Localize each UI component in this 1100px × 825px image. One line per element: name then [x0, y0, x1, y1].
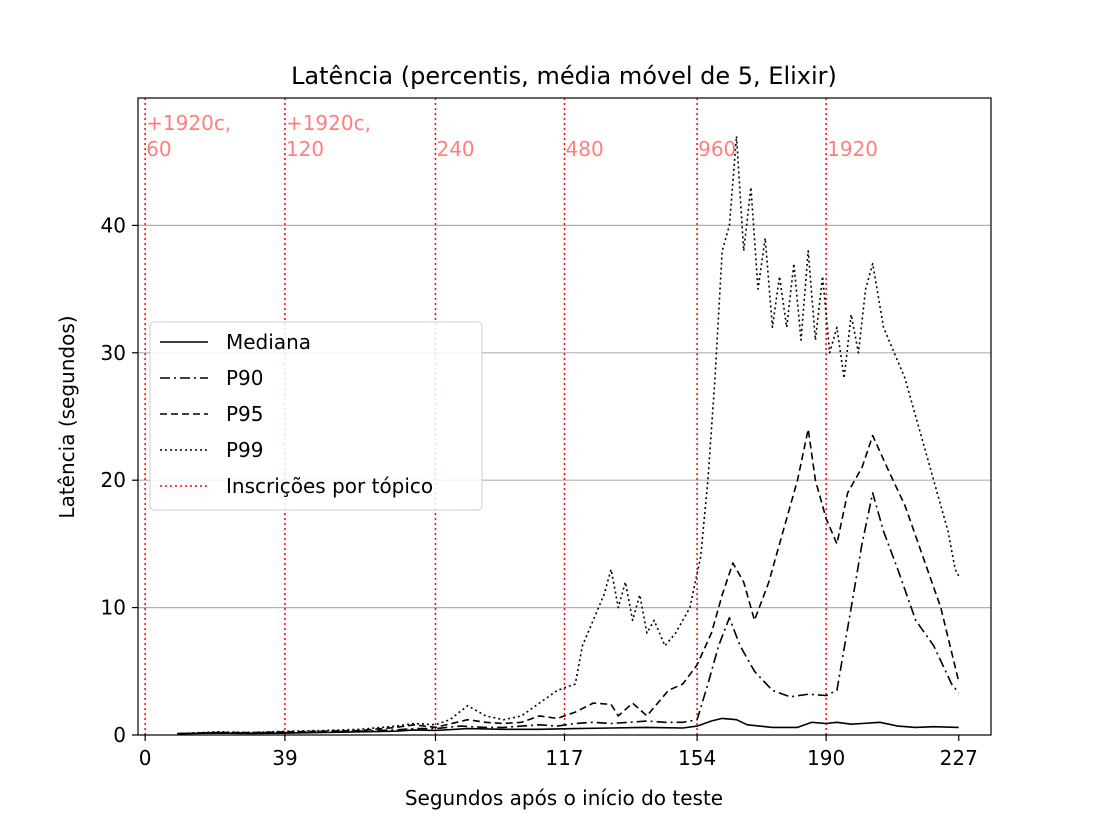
legend-label: P90: [226, 366, 264, 390]
y-axis-label: Latência (segundos): [55, 315, 79, 518]
legend-label: Mediana: [226, 330, 311, 354]
x-tick-label: 154: [678, 746, 716, 770]
x-tick-label: 81: [423, 746, 448, 770]
marker-label: 1920: [827, 137, 878, 161]
series-lines: [177, 135, 960, 735]
x-tick-label: 227: [940, 746, 978, 770]
series-line-p90: [177, 492, 960, 735]
x-axis-label: Segundos após o início do teste: [405, 786, 723, 810]
y-tick-label: 10: [101, 596, 126, 620]
legend-label: P95: [226, 402, 264, 426]
y-tick-label: 40: [101, 213, 126, 237]
legend-label: P99: [226, 438, 264, 462]
marker-labels: +1920c,60+1920c,120 240 480 960 1920: [146, 111, 878, 161]
y-tick-label: 30: [101, 341, 126, 365]
y-tick-label: 0: [113, 723, 126, 747]
series-line-p99: [177, 135, 960, 735]
marker-lines: [144, 98, 827, 735]
marker-label: 240: [436, 137, 474, 161]
x-tick-label: 190: [807, 746, 845, 770]
y-tick-label: 20: [101, 468, 126, 492]
legend-label: Inscrições por tópico: [226, 474, 433, 498]
marker-label: 960: [698, 137, 736, 161]
legend-box: [149, 321, 483, 511]
marker-label: +1920c,: [146, 111, 231, 135]
y-ticks: 0 10 20 30 40: [101, 213, 138, 747]
x-tick-label: 0: [139, 746, 152, 770]
legend: Mediana P90 P95 P99 Inscrições por tópico: [149, 321, 483, 511]
marker-label: 480: [566, 137, 604, 161]
series-line-mediana: [177, 717, 959, 735]
x-tick-label: 39: [272, 746, 297, 770]
marker-label: +1920c,: [286, 111, 371, 135]
marker-label: 60: [146, 137, 171, 161]
x-tick-label: 117: [545, 746, 583, 770]
marker-label: 120: [286, 137, 324, 161]
x-ticks: 0 39 81 117 154 190 227: [139, 735, 978, 770]
chart-title: Latência (percentis, média móvel de 5, E…: [291, 62, 837, 90]
series-line-p95: [177, 428, 960, 735]
